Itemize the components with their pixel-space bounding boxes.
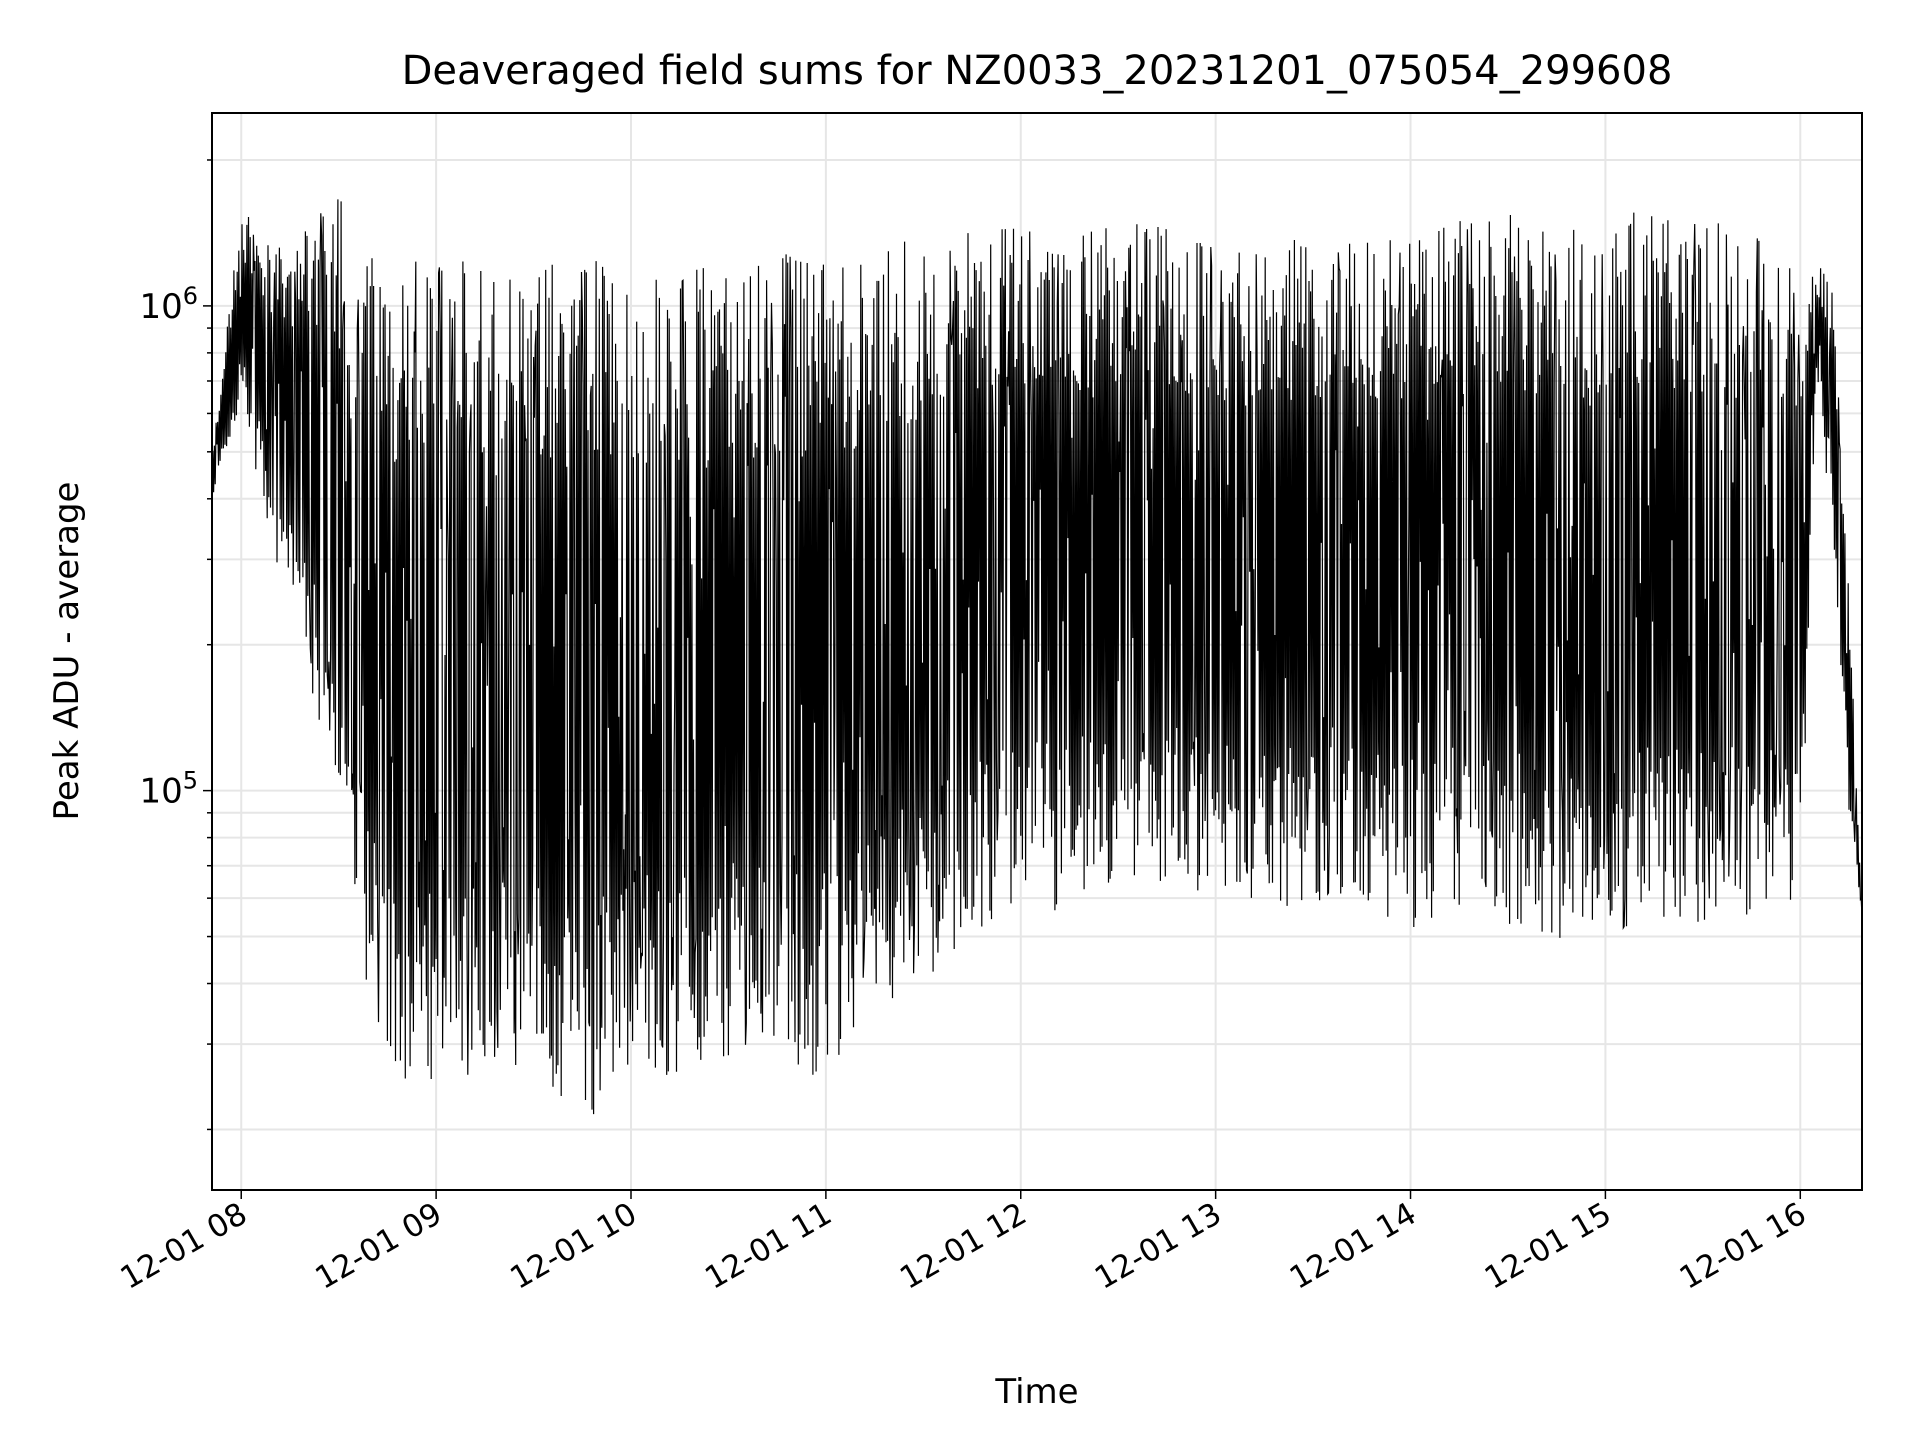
- x-tick-label: 12-01 08: [115, 1196, 254, 1297]
- x-tick-label: 12-01 13: [1089, 1196, 1228, 1297]
- x-tick-label: 12-01 14: [1284, 1196, 1423, 1297]
- x-tick-label: 12-01 15: [1479, 1196, 1618, 1297]
- x-tick-label: 12-01 09: [309, 1196, 448, 1297]
- x-tick-label: 12-01 16: [1674, 1196, 1813, 1297]
- y-tick-label: 105: [139, 767, 198, 812]
- series-line: [211, 199, 1863, 1115]
- x-tick-label: 12-01 10: [504, 1196, 643, 1297]
- x-tick-label: 12-01 12: [894, 1196, 1033, 1297]
- chart-title: Deaveraged field sums for NZ0033_2023120…: [402, 48, 1673, 94]
- plot-frame: [211, 112, 1863, 1191]
- x-axis-label: Time: [994, 1372, 1078, 1412]
- y-tick-label: 106: [139, 282, 198, 327]
- y-axis-label: Peak ADU - average: [47, 482, 87, 821]
- series-layer: [211, 199, 1863, 1115]
- x-tick-label: 12-01 11: [699, 1196, 838, 1297]
